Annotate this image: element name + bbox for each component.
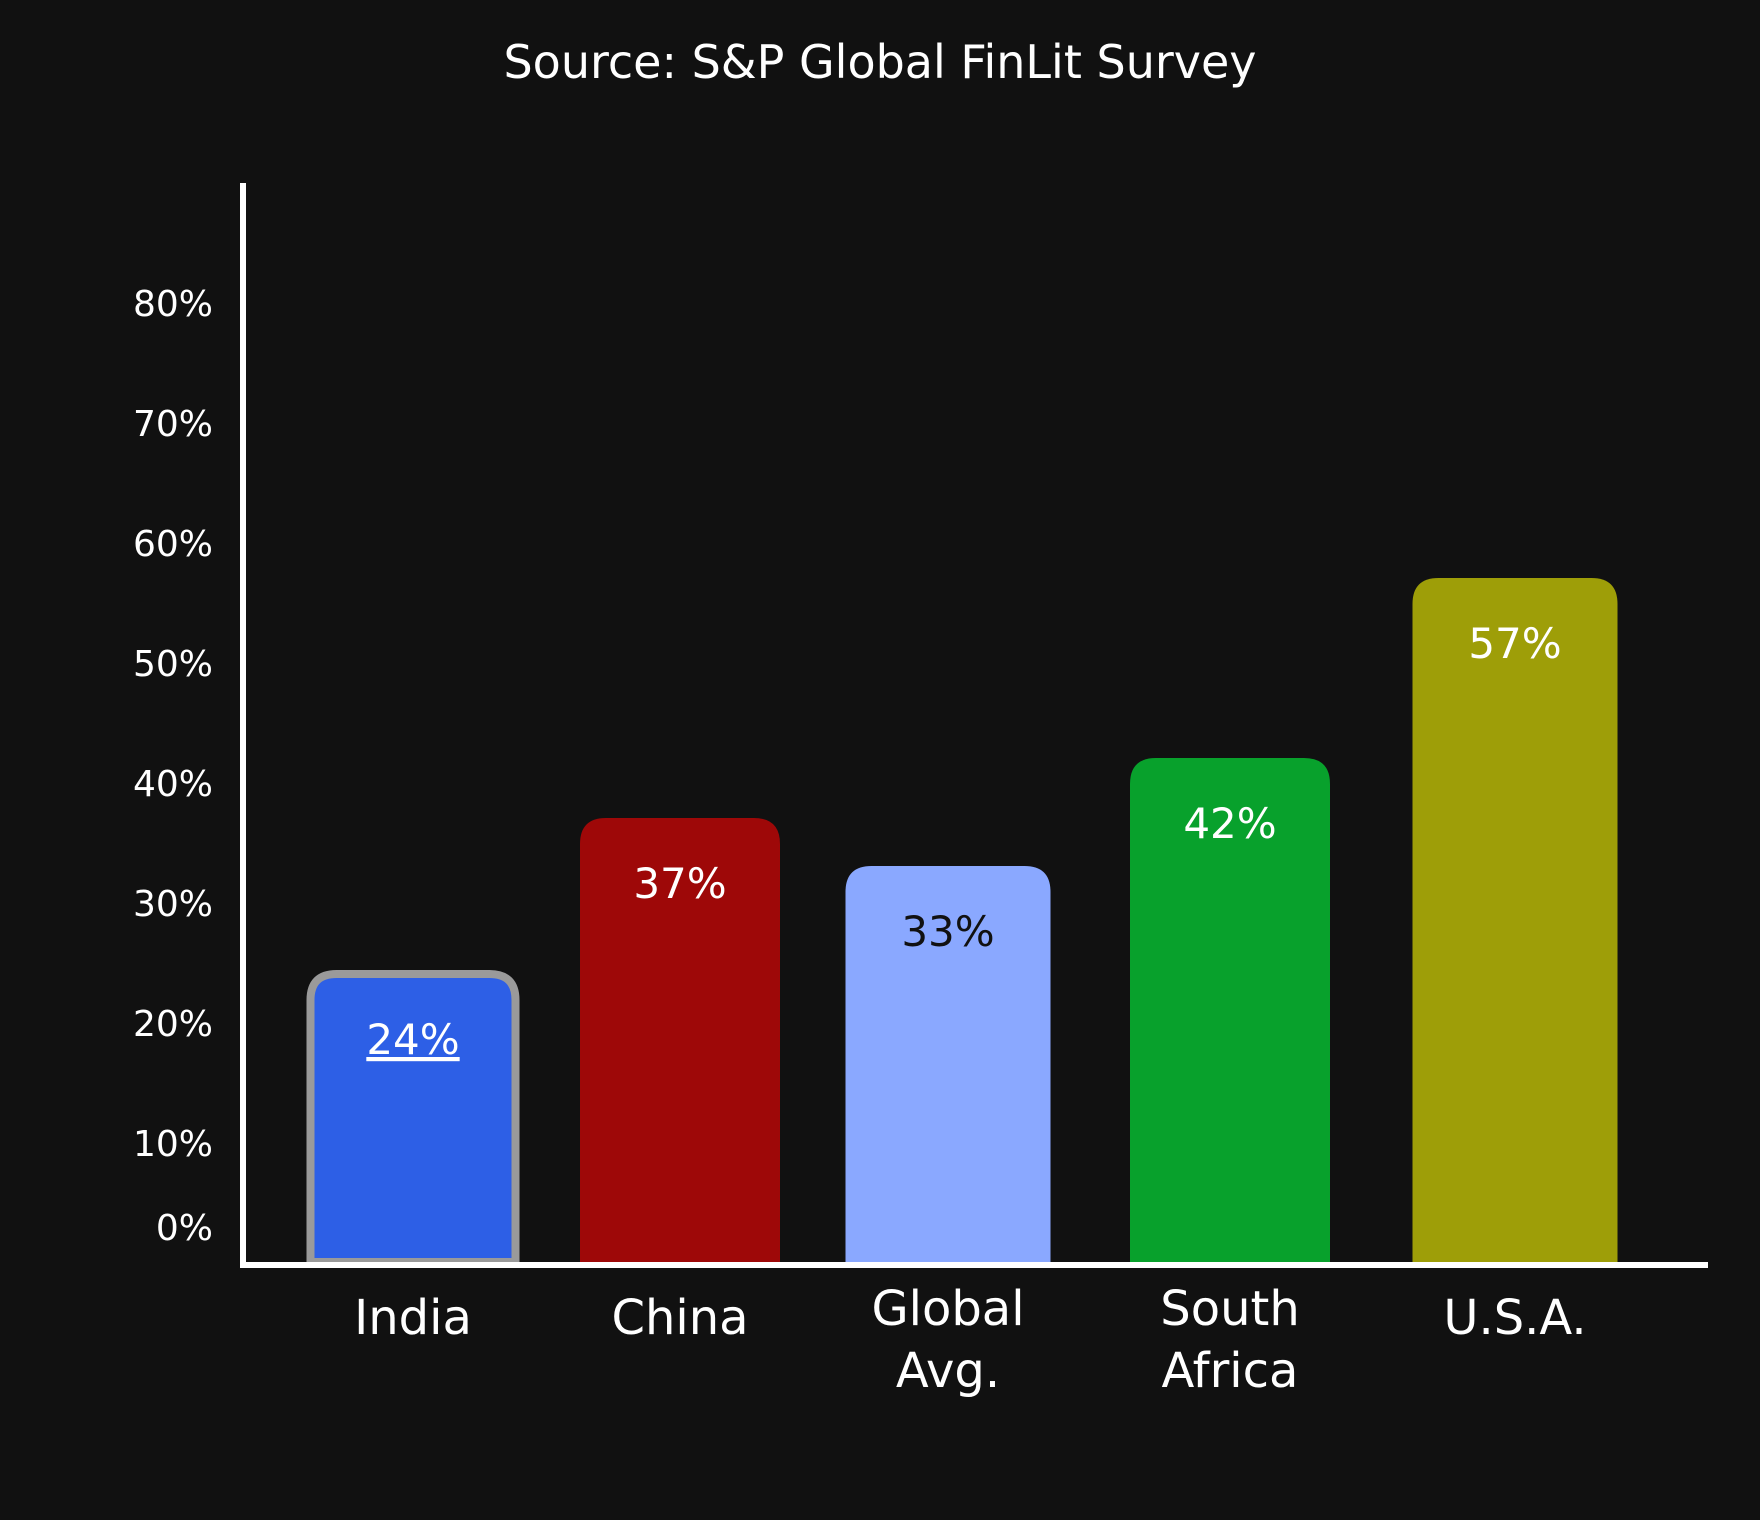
x-category-label: India: [354, 1290, 472, 1346]
y-tick-label: 70%: [133, 404, 213, 445]
x-category-label: Africa: [1162, 1343, 1299, 1399]
y-tick-label: 80%: [133, 284, 213, 325]
bar-india: [306, 970, 520, 1266]
x-category-label: U.S.A.: [1443, 1290, 1586, 1346]
x-axis-category-labels: India China Global Avg. South Africa U.S.A.: [354, 1281, 1587, 1399]
bar-data-label: 42%: [1183, 799, 1276, 848]
bar-global-avg: [845, 866, 1051, 1262]
y-tick-label: 30%: [133, 884, 213, 925]
x-category-label: Global: [871, 1281, 1024, 1337]
bar-usa: [1412, 578, 1618, 1262]
y-tick-label: 20%: [133, 1004, 213, 1045]
y-tick-label: 40%: [133, 764, 213, 805]
bar-data-labels: 24% 37% 33% 42% 57%: [366, 619, 1561, 1064]
bars: [306, 578, 1618, 1266]
chart-title: Source: S&P Global FinLit Survey: [503, 35, 1256, 89]
bar-data-label: 33%: [901, 907, 994, 956]
y-tick-label: 60%: [133, 524, 213, 565]
bar-data-label: 24%: [366, 1015, 459, 1064]
bar-china: [580, 818, 780, 1262]
x-category-label: China: [611, 1290, 748, 1346]
x-category-label: Avg.: [896, 1343, 1000, 1399]
bar-south-africa: [1130, 758, 1330, 1262]
y-tick-label: 0%: [156, 1208, 213, 1249]
bar-data-label: 37%: [633, 859, 726, 908]
y-tick-label: 10%: [133, 1124, 213, 1165]
x-category-label: South: [1160, 1281, 1300, 1337]
bar-data-label: 57%: [1468, 619, 1561, 668]
y-tick-label: 50%: [133, 644, 213, 685]
y-axis-ticks: 0% 10% 20% 30% 40% 50% 60% 70% 80%: [133, 284, 213, 1249]
